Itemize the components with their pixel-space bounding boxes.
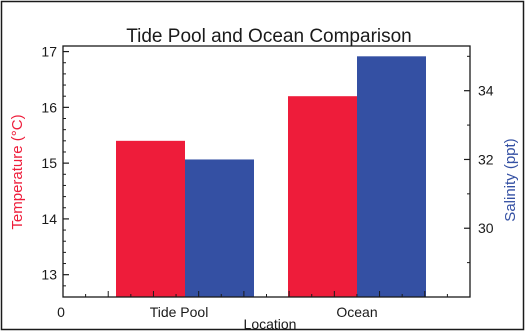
right-axis-label: Salinity (ppt) (502, 138, 519, 221)
bars (116, 56, 426, 298)
bar-salinity-ocean (357, 56, 426, 298)
bar-temperature-ocean (288, 96, 357, 297)
left-axis-ticks: 13 14 15 16 17 (41, 44, 69, 298)
left-tick-label: 13 (41, 267, 57, 283)
x-origin-label: 0 (57, 304, 65, 320)
right-axis-ticks: 30 32 34 (464, 55, 494, 264)
left-tick-label: 16 (41, 99, 57, 115)
category-label-ocean: Ocean (336, 304, 377, 320)
left-tick-label: 17 (41, 44, 57, 60)
right-tick-label: 32 (478, 151, 494, 167)
bar-salinity-tide-pool (185, 159, 254, 297)
left-tick-label: 14 (41, 211, 57, 227)
x-axis-label: Location (244, 316, 297, 331)
left-tick-label: 15 (41, 155, 57, 171)
right-tick-label: 34 (478, 83, 494, 99)
category-label-tide-pool: Tide Pool (150, 304, 209, 320)
right-tick-label: 30 (478, 220, 494, 236)
chart-title: Tide Pool and Ocean Comparison (126, 26, 412, 47)
left-axis-label: Temperature (°C) (9, 114, 26, 229)
bar-temperature-tide-pool (116, 140, 185, 297)
bottom-axis-ticks (62, 291, 471, 297)
